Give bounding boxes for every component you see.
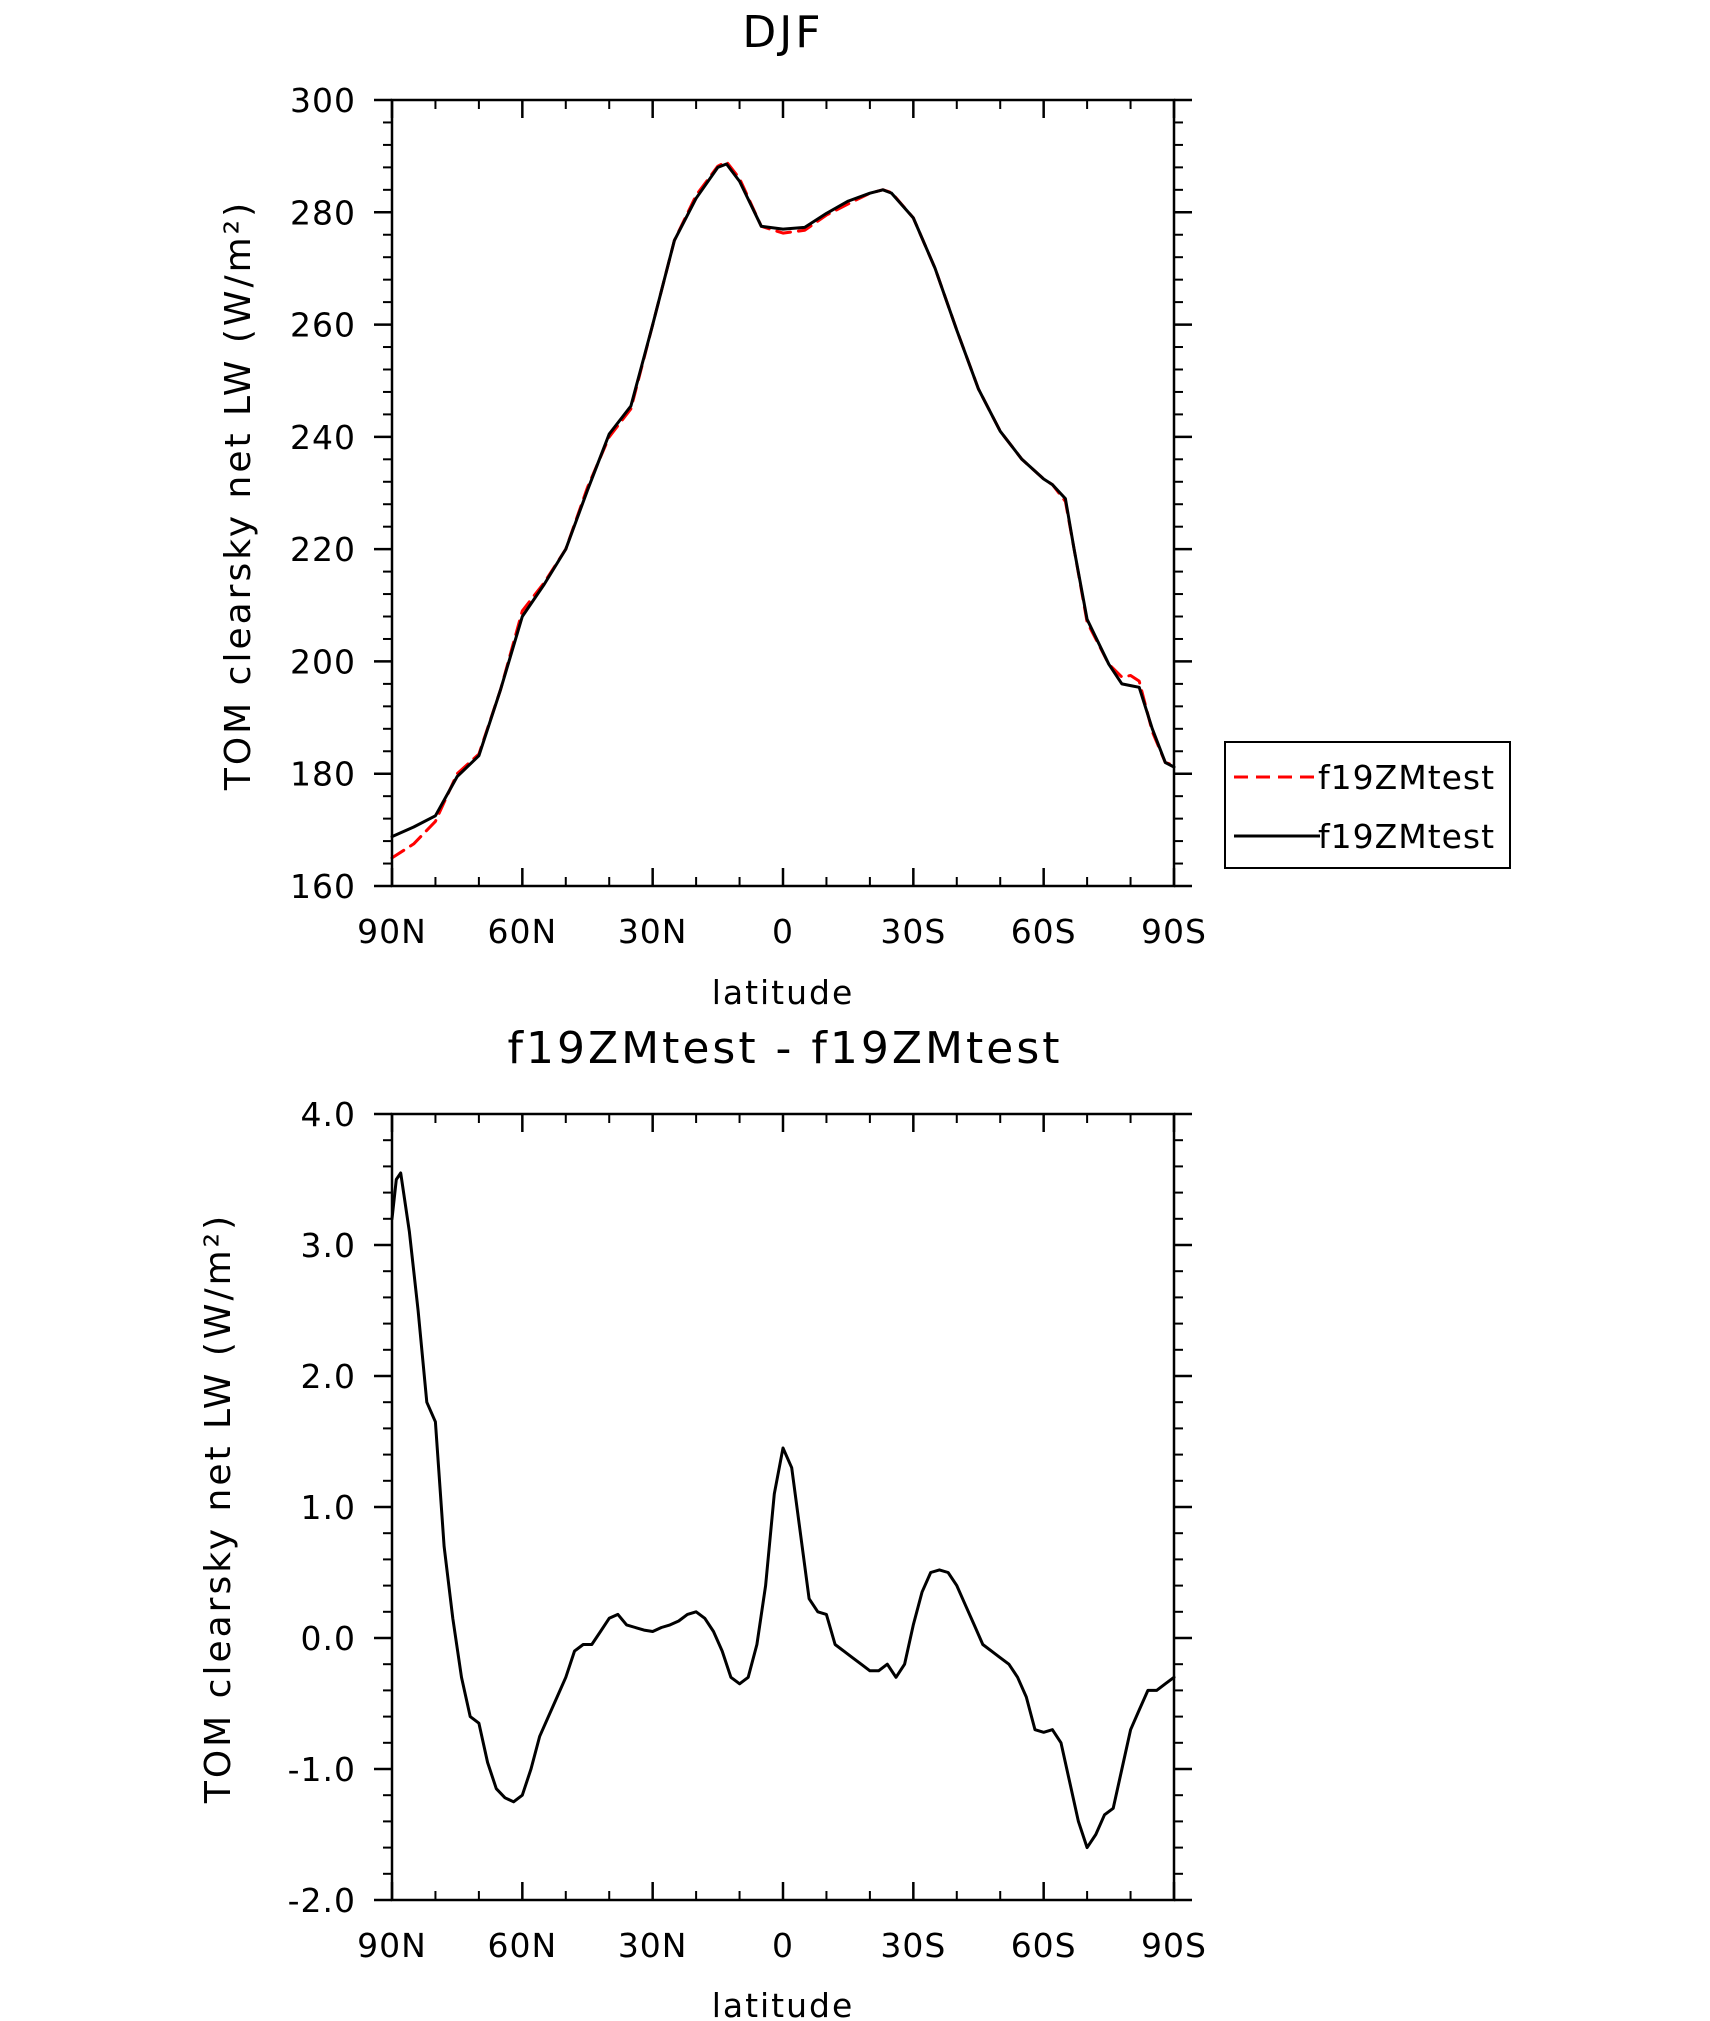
y-tick-label: 240 bbox=[290, 418, 356, 457]
legend-label-solid: f19ZMtest bbox=[1318, 817, 1495, 856]
x-tick-label: 30N bbox=[618, 1926, 688, 1965]
x-tick-label: 30S bbox=[880, 912, 946, 951]
chart-panel-bottom: f19ZMtest - f19ZMtest TOM clearsky net L… bbox=[198, 1023, 1207, 2021]
y-tick-label: 160 bbox=[290, 867, 356, 906]
legend-label-dashed: f19ZMtest bbox=[1318, 758, 1495, 797]
y-axis-label-top: TOM clearsky net LW (W/m²) bbox=[218, 200, 259, 791]
y-tick-label: 3.0 bbox=[301, 1226, 356, 1265]
y-tick-label: 180 bbox=[290, 755, 356, 794]
y-tick-label: 200 bbox=[290, 642, 356, 681]
x-tick-label: 90S bbox=[1141, 912, 1207, 951]
y-axis-label-text-bottom: TOM clearsky net LW (W/m²) bbox=[198, 1213, 239, 1804]
y-tick-label: 300 bbox=[290, 81, 356, 120]
legend-box bbox=[1224, 741, 1511, 869]
chart-title-top: DJF bbox=[742, 7, 823, 58]
y-tick-label: -1.0 bbox=[288, 1750, 356, 1789]
x-tick-label: 60N bbox=[487, 1926, 557, 1965]
x-axis-label-bottom: latitude bbox=[712, 1986, 855, 2021]
x-tick-label: 60N bbox=[487, 912, 557, 951]
chart-panel-top: DJF TOM clearsky net LW (W/m²) latitude … bbox=[218, 7, 1511, 1012]
x-tick-label: 60S bbox=[1011, 912, 1077, 951]
series-line-dashed bbox=[390, 160, 1176, 860]
chart-title-bottom: f19ZMtest - f19ZMtest bbox=[507, 1023, 1062, 1074]
x-tick-label: 90N bbox=[357, 912, 427, 951]
y-tick-label: 280 bbox=[290, 193, 356, 232]
series-line-solid bbox=[390, 162, 1176, 839]
y-tick-label: 260 bbox=[290, 306, 356, 345]
y-tick-label: 220 bbox=[290, 530, 356, 569]
x-tick-label: 60S bbox=[1011, 1926, 1077, 1965]
x-tick-label: 90N bbox=[357, 1926, 427, 1965]
legend: f19ZMtest f19ZMtest bbox=[1224, 741, 1511, 869]
axis-ticks-bottom: 90N 60N 30N 0 30S 60S 90S -2.0 -1.0 0.0 1.0 2.0 3.0 4… bbox=[288, 1095, 1207, 1965]
y-tick-label: 0.0 bbox=[301, 1619, 356, 1658]
x-tick-label: 90S bbox=[1141, 1926, 1207, 1965]
x-axis-label-top: latitude bbox=[712, 973, 855, 1012]
axis-ticks-top: 90N 60N 30N 0 30S 60S 90S 160 180 200 220 240 260 280… bbox=[290, 81, 1207, 951]
y-tick-label: 2.0 bbox=[301, 1357, 356, 1396]
x-tick-label: 0 bbox=[772, 1926, 794, 1965]
plot-frame-bottom bbox=[390, 1112, 1176, 1902]
series-group-bottom bbox=[390, 1171, 1176, 1850]
x-tick-label: 30N bbox=[618, 912, 688, 951]
y-tick-label: -2.0 bbox=[288, 1881, 356, 1920]
y-axis-label-bottom: TOM clearsky net LW (W/m²) bbox=[198, 1213, 239, 1804]
x-tick-label: 30S bbox=[880, 1926, 946, 1965]
plot-frame-top bbox=[390, 98, 1176, 888]
series-line-solid bbox=[390, 1171, 1176, 1850]
y-axis-label-text-top: TOM clearsky net LW (W/m²) bbox=[218, 200, 259, 791]
y-tick-label: 1.0 bbox=[301, 1488, 356, 1527]
series-group-top bbox=[390, 160, 1176, 860]
y-tick-label: 4.0 bbox=[301, 1095, 356, 1134]
x-tick-label: 0 bbox=[772, 912, 794, 951]
